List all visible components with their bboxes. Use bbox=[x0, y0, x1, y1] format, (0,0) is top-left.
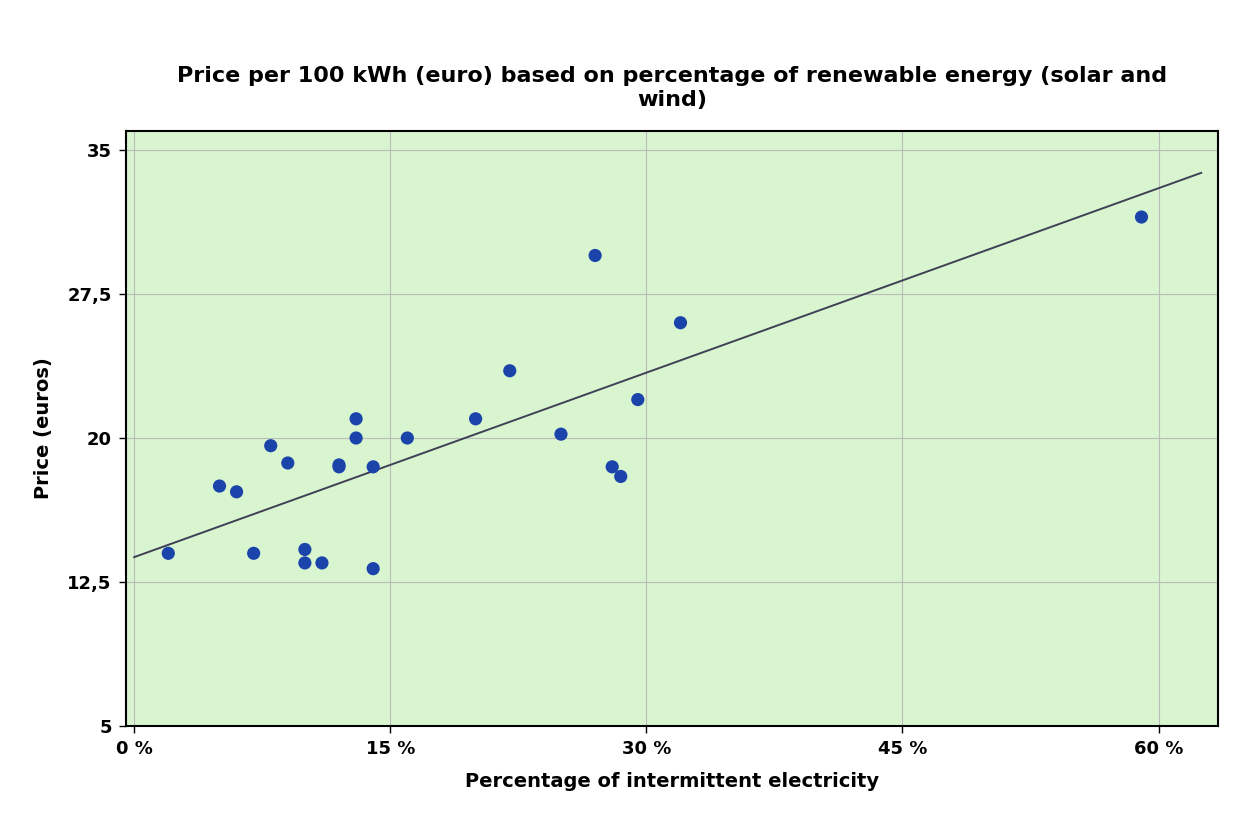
Point bbox=[500, 364, 520, 377]
Point bbox=[311, 557, 332, 570]
Point bbox=[278, 456, 298, 469]
Point bbox=[551, 428, 571, 441]
Point bbox=[610, 470, 631, 483]
Point bbox=[295, 543, 315, 556]
Point bbox=[671, 316, 691, 329]
Point bbox=[466, 412, 486, 425]
Point bbox=[210, 480, 230, 493]
Title: Price per 100 kWh (euro) based on percentage of renewable energy (solar and
wind: Price per 100 kWh (euro) based on percen… bbox=[177, 66, 1167, 109]
Point bbox=[329, 459, 349, 472]
Point bbox=[347, 412, 367, 425]
Point bbox=[363, 460, 383, 473]
Point bbox=[329, 460, 349, 473]
Point bbox=[295, 557, 315, 570]
Point bbox=[585, 249, 605, 262]
Point bbox=[602, 460, 622, 473]
Point bbox=[244, 547, 264, 560]
Point bbox=[397, 432, 417, 445]
Point bbox=[1132, 211, 1152, 224]
X-axis label: Percentage of intermittent electricity: Percentage of intermittent electricity bbox=[465, 772, 879, 791]
Point bbox=[261, 439, 281, 452]
Y-axis label: Price (euros): Price (euros) bbox=[34, 357, 54, 499]
Point bbox=[628, 393, 648, 406]
Point bbox=[363, 562, 383, 575]
Point bbox=[226, 486, 246, 499]
Point bbox=[158, 547, 178, 560]
Point bbox=[347, 432, 367, 445]
